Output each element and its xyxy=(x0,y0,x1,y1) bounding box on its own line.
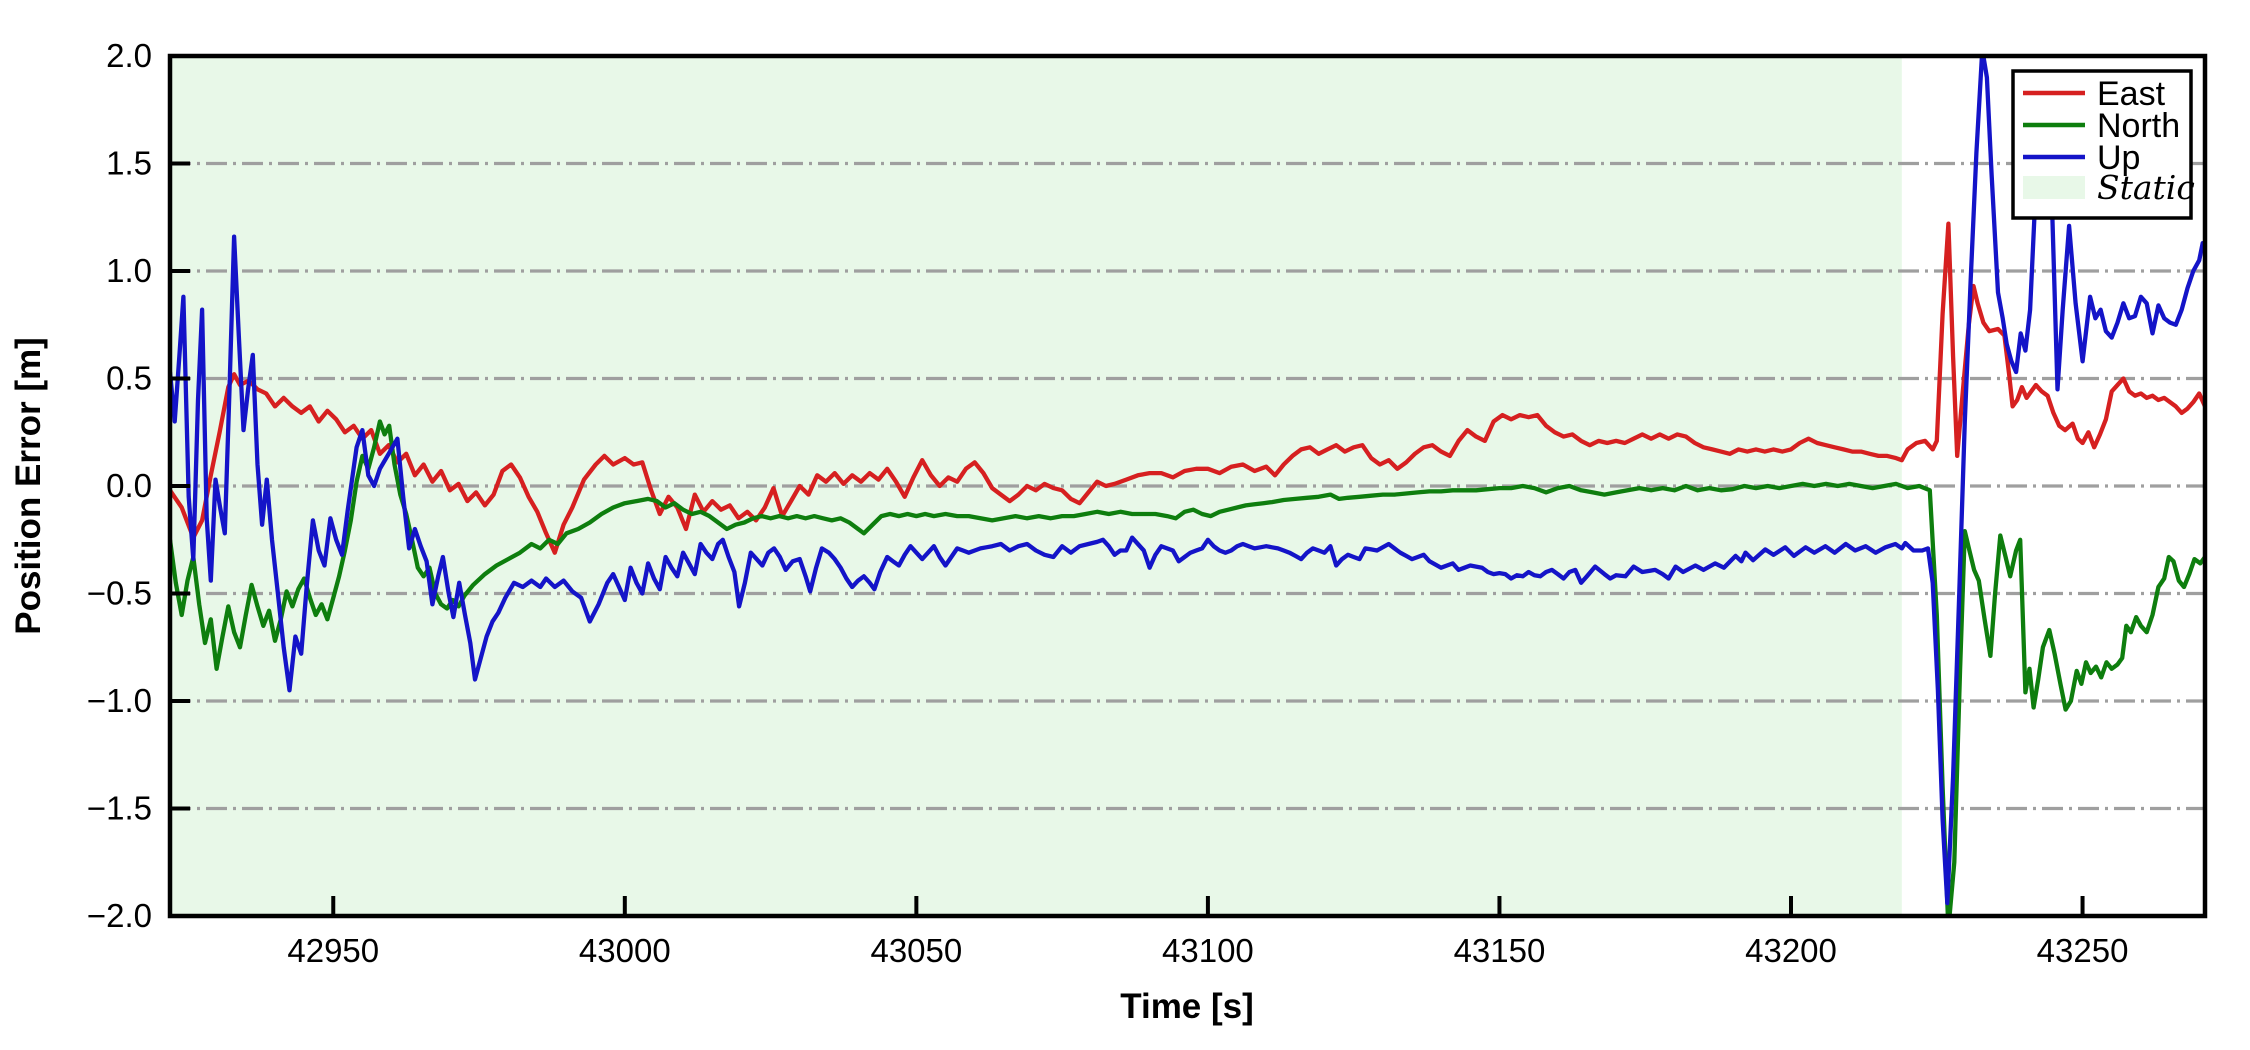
y-tick-label: 2.0 xyxy=(106,37,152,74)
legend-label-east: East xyxy=(2097,75,2166,113)
y-tick-label: 0.0 xyxy=(106,467,152,504)
x-axis-title: Time [s] xyxy=(1120,987,1254,1026)
legend-label-up: Up xyxy=(2097,139,2140,177)
x-tick-label: 43250 xyxy=(2037,932,2129,969)
x-tick-label: 43150 xyxy=(1454,932,1546,969)
legend-patch-static xyxy=(2023,176,2085,199)
x-tick-label: 43100 xyxy=(1162,932,1254,969)
legend-label-north: North xyxy=(2097,107,2180,145)
y-tick-label: −1.5 xyxy=(87,790,152,827)
legend-label-static: Static xyxy=(2097,168,2195,207)
y-tick-label: 0.5 xyxy=(106,360,152,397)
y-tick-label: −2.0 xyxy=(87,897,152,934)
y-tick-label: 1.5 xyxy=(106,145,152,182)
x-tick-label: 43200 xyxy=(1745,932,1837,969)
y-tick-label: 1.0 xyxy=(106,252,152,289)
y-tick-label: −1.0 xyxy=(87,682,152,719)
plot-area: 42950 43000 43050 43100 43150 43200 43250 2.0 1.… xyxy=(87,37,2208,969)
x-tick-label: 42950 xyxy=(287,932,379,969)
y-tick-label: −0.5 xyxy=(87,575,152,612)
legend: East North Up Static xyxy=(2011,69,2195,220)
series-line-up xyxy=(170,56,2205,906)
x-tick-label: 43050 xyxy=(870,932,962,969)
series-line-east xyxy=(170,221,2205,555)
x-tick-label: 43000 xyxy=(579,932,671,969)
y-axis-title: Position Error [m] xyxy=(9,337,48,635)
